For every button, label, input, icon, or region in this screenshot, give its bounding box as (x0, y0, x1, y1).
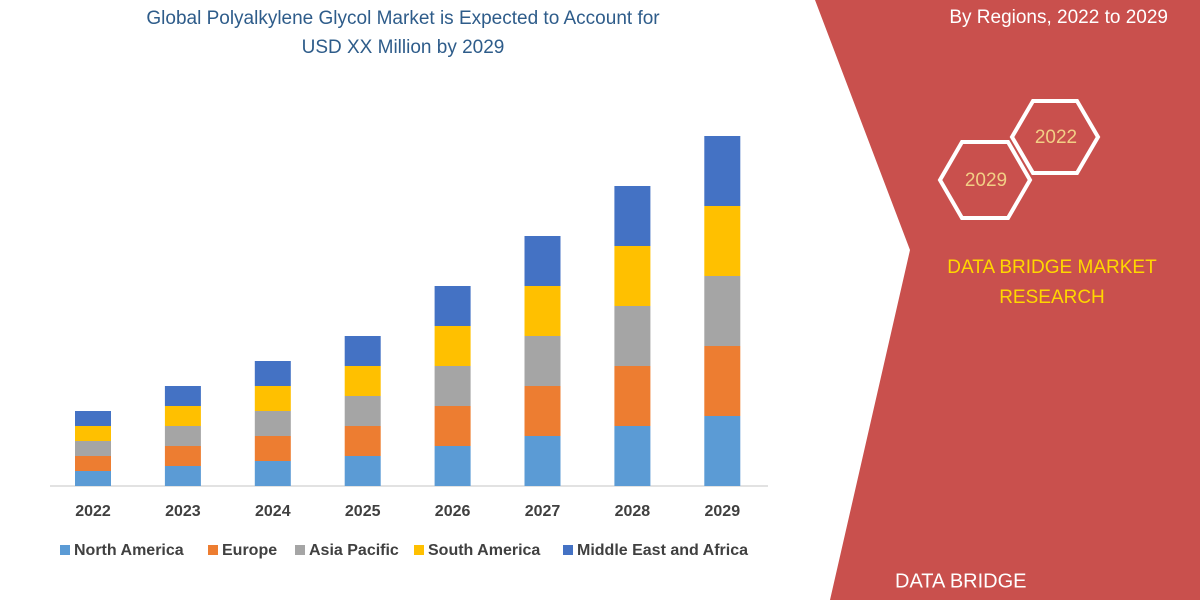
legend-label: Asia Pacific (309, 542, 399, 559)
bar-segment (704, 206, 741, 276)
bar-segment (524, 436, 561, 486)
bar-segment (75, 471, 111, 486)
bar-segment (614, 186, 651, 246)
bar-segment (614, 306, 651, 366)
bar-segment (164, 466, 201, 486)
legend-swatch (295, 545, 305, 555)
x-tick-label: 2028 (615, 503, 651, 520)
bar-segment (524, 286, 561, 336)
legend-swatch (60, 545, 70, 555)
hexagon (937, 140, 1033, 220)
bar-segment (254, 436, 291, 461)
bar-segment (75, 441, 111, 456)
hexagon (1009, 99, 1101, 175)
bar-segment (434, 326, 471, 366)
bar-segment (344, 456, 381, 486)
bar-segment (254, 461, 291, 486)
x-tick-label: 2022 (75, 503, 111, 520)
bar-segment (614, 366, 651, 426)
bar-segment (434, 406, 471, 446)
logo-text: DATA BRIDGE (895, 570, 1027, 592)
bar-segment (614, 426, 651, 486)
bar-segment (704, 416, 741, 486)
x-tick-label: 2024 (255, 503, 291, 520)
bar-segment (524, 236, 561, 286)
bar-segment (164, 446, 201, 466)
bar-segment (75, 456, 111, 471)
legend-swatch (208, 545, 218, 555)
bar-segment (254, 411, 291, 436)
bar-segment (434, 286, 471, 326)
plot: 2022 2023 2024 2025 2026 2027 2028 2029 North Am… (60, 136, 748, 559)
bar-segment (344, 366, 381, 396)
bar-segment (254, 386, 291, 411)
bar-segment (75, 426, 111, 441)
bar-segment (524, 336, 561, 386)
hexagon-label: 2022 (1035, 127, 1077, 148)
legend-label: Europe (222, 542, 277, 559)
x-tick-label: 2023 (165, 503, 201, 520)
legend-swatch (414, 545, 424, 555)
bar-segment (344, 396, 381, 426)
legend-label: North America (74, 542, 184, 559)
bar-segment (704, 136, 741, 206)
bar-segment (434, 366, 471, 406)
chart-title: Global Polyalkylene Glycol Market is Exp… (146, 8, 660, 29)
x-tick-label: 2029 (705, 503, 741, 520)
bar-segment (164, 386, 201, 406)
legend-swatch (563, 545, 573, 555)
bar-segment (704, 346, 741, 416)
bar-segment (434, 446, 471, 486)
brand-text: DATA BRIDGE MARKET (947, 257, 1157, 278)
brand-text: RESEARCH (999, 287, 1105, 308)
x-tick-label: 2025 (345, 503, 381, 520)
subtitle: By Regions, 2022 to 2029 (949, 7, 1168, 28)
bar-segment (344, 426, 381, 456)
hexagon-label: 2029 (965, 170, 1007, 191)
x-tick-label: 2027 (525, 503, 561, 520)
bar-segment (254, 361, 291, 386)
x-tick-label: 2026 (435, 503, 471, 520)
bar-segment (75, 411, 111, 426)
bar-segment (614, 246, 651, 306)
side-panel (815, 0, 1200, 600)
bar-segment (164, 426, 201, 446)
bar-segment (704, 276, 741, 346)
chart-title: USD XX Million by 2029 (302, 37, 505, 58)
legend-label: Middle East and Africa (577, 542, 748, 559)
legend-label: South America (428, 542, 540, 559)
bar-segment (164, 406, 201, 426)
bar-segment (344, 336, 381, 366)
bar-segment (524, 386, 561, 436)
